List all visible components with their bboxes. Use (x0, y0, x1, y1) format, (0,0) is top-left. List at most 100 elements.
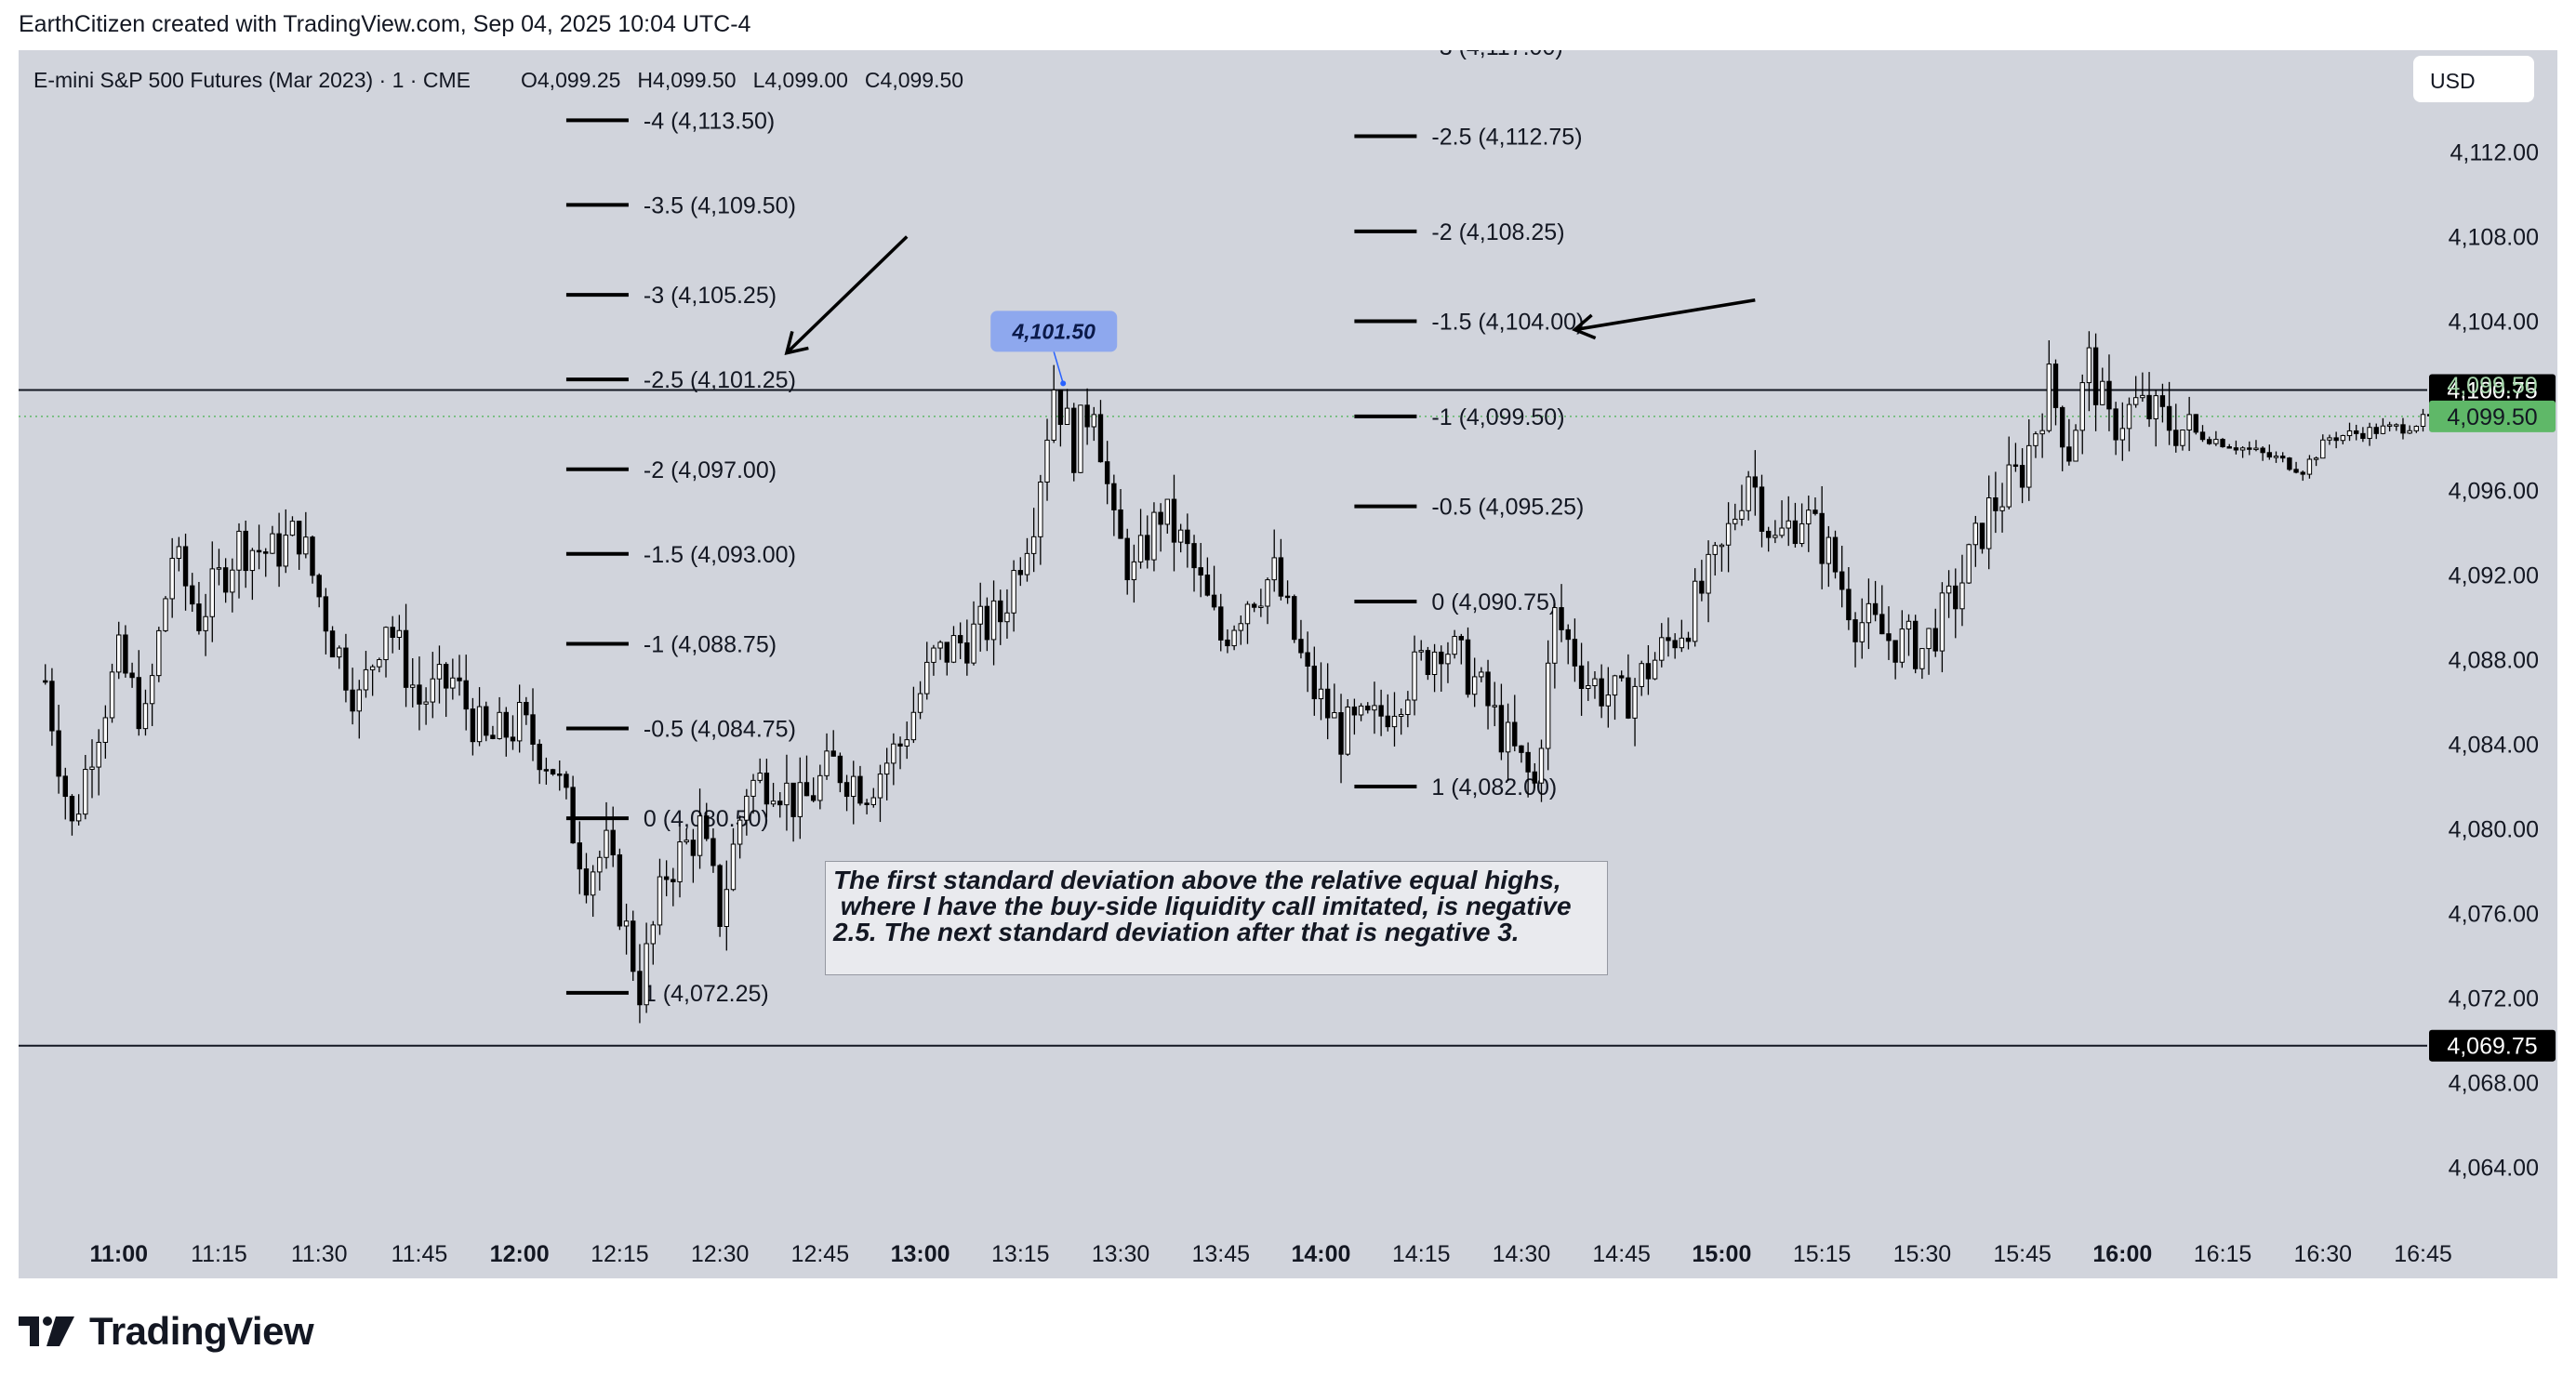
candle (937, 642, 943, 649)
candle (1044, 439, 1050, 483)
candle (2033, 433, 2038, 446)
time-tick-label: 13:45 (1191, 1241, 1250, 1267)
candle (984, 605, 990, 641)
candle (2247, 447, 2252, 450)
candle (2026, 444, 2032, 488)
candle (1191, 543, 1197, 569)
candle (777, 800, 783, 806)
candle (590, 871, 596, 896)
candle (2220, 439, 2225, 448)
candle (2073, 430, 2078, 462)
candle (1919, 648, 1925, 669)
candle (1733, 518, 1738, 524)
price-label-dot (1060, 380, 1067, 387)
candle (1786, 520, 1791, 529)
arrow-line[interactable] (785, 235, 909, 354)
price-tick-label: 4,088.00 (2449, 648, 2539, 674)
candle (690, 840, 697, 856)
candle (1839, 571, 1845, 590)
std-dev-level-label: -2.5 (4,101.25) (644, 367, 796, 393)
candle (510, 736, 516, 742)
candle (1318, 688, 1324, 700)
currency-selector[interactable]: USD (2413, 56, 2534, 102)
candle (1057, 389, 1064, 425)
candle (1038, 482, 1043, 537)
time-tick-label: 15:30 (1893, 1241, 1952, 1267)
candle (1492, 705, 1497, 708)
candle (917, 693, 923, 713)
candle (1238, 623, 1244, 631)
std-dev-level-label: -1.5 (4,104.00) (1431, 310, 1584, 336)
candle (1578, 665, 1585, 689)
candle (490, 734, 496, 739)
candle (631, 920, 636, 972)
candle (1532, 771, 1538, 784)
candle (530, 714, 536, 745)
candle (677, 841, 683, 882)
candle (1826, 536, 1832, 564)
candle (516, 701, 523, 742)
candle (1706, 553, 1711, 594)
candle (730, 843, 737, 891)
candle (1685, 637, 1692, 642)
candle (430, 678, 435, 703)
candle (843, 782, 850, 798)
candle (182, 546, 189, 587)
price-tick-label: 4,096.00 (2449, 479, 2539, 505)
legend-high-value: 4,099.50 (653, 68, 737, 92)
price-tick-label: 4,104.00 (2449, 310, 2539, 336)
candle (2206, 439, 2212, 444)
tradingview-logo[interactable]: TradingView (19, 1309, 314, 1354)
candle (1699, 580, 1705, 594)
candle (1792, 520, 1799, 545)
candle (1164, 498, 1171, 525)
arrow-line[interactable] (1574, 298, 1756, 332)
arrows[interactable] (784, 235, 1756, 355)
candle (1779, 527, 1785, 536)
candle (49, 681, 55, 732)
candle (410, 684, 416, 688)
candle (383, 627, 389, 661)
candle (337, 647, 342, 658)
candle (1632, 685, 1638, 719)
candle (1405, 699, 1411, 715)
price-chart[interactable]: 11:00 11:15 11:30 11:45 12:00 12:15 12:30 12:45… (19, 50, 2557, 1278)
candle (1078, 404, 1083, 473)
candle (2413, 426, 2420, 431)
candle (1185, 529, 1190, 545)
time-tick-label: 16:30 (2294, 1241, 2353, 1267)
candle (43, 680, 48, 683)
chart-area[interactable]: 11:00 11:15 11:30 11:45 12:00 12:15 12:30 12:45… (19, 50, 2557, 1278)
candles (43, 331, 2439, 1024)
candle (1586, 685, 1591, 689)
candle (209, 568, 215, 617)
candle (1177, 529, 1184, 543)
legend-high-key: H (637, 68, 653, 92)
price-label-leader (1053, 351, 1064, 384)
last-price-label: 4,099.50 (2447, 404, 2537, 430)
price-axis[interactable]: 4,112.004,108.004,104.004,100.004,096.00… (2429, 140, 2556, 1182)
annotation-note[interactable]: The first standard deviation above the r… (825, 861, 1608, 975)
candle (1198, 567, 1203, 575)
price-tick-label: 4,076.00 (2449, 902, 2539, 928)
std-dev-levels[interactable]: -4 (4,113.50) -3.5 (4,109.50) -3 (4,105.25… (565, 50, 1584, 1007)
candle (977, 605, 983, 625)
candle (1939, 592, 1945, 652)
time-tick-label: 13:00 (891, 1241, 950, 1267)
candle (56, 730, 61, 777)
candle (597, 856, 603, 873)
candle (1959, 582, 1965, 610)
candle (2253, 447, 2259, 451)
candle (176, 546, 182, 560)
candle (470, 708, 476, 743)
price-label-box[interactable] (990, 311, 1118, 352)
time-tick-label: 11:00 (89, 1241, 148, 1267)
candle (1298, 639, 1304, 654)
candle (1071, 407, 1077, 473)
candle (1712, 545, 1718, 555)
candle (1064, 407, 1070, 425)
candle (891, 743, 896, 764)
candle (697, 815, 703, 856)
time-tick-label: 13:30 (1092, 1241, 1150, 1267)
candle (190, 585, 195, 605)
